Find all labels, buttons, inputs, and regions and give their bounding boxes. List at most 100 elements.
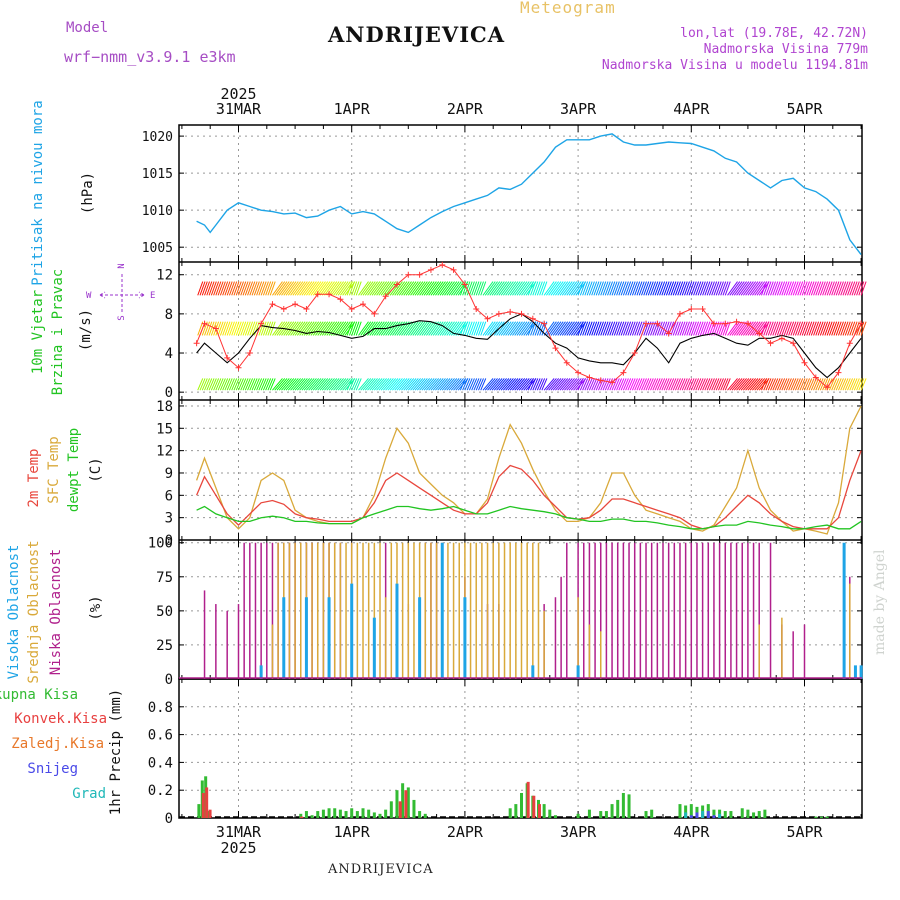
wind-gust-marker xyxy=(699,305,706,312)
wind-barb xyxy=(577,321,584,336)
wind-barb xyxy=(561,321,573,336)
wind-barb xyxy=(260,321,267,336)
date-label-bottom: 3APR xyxy=(560,823,597,841)
wind-barb xyxy=(693,281,700,296)
precip-bar xyxy=(746,809,750,818)
wind-barb xyxy=(788,281,795,296)
precip-legend-item: Zaledj.Kisa xyxy=(11,736,104,752)
wind-barb xyxy=(478,321,484,336)
wind-barb xyxy=(625,378,632,391)
wind-gust-marker xyxy=(835,369,842,376)
wind-barb xyxy=(837,378,844,391)
wind-barb xyxy=(509,281,521,296)
wind-barb xyxy=(665,281,672,296)
wind-barb xyxy=(684,378,690,391)
wind-barb xyxy=(428,281,440,296)
precip-bar xyxy=(684,805,688,818)
wind-gust-marker xyxy=(518,310,525,317)
wind-barb xyxy=(437,281,449,296)
wind-legend-e: E xyxy=(150,291,155,301)
wind-barb xyxy=(600,281,607,296)
wind-gust-marker xyxy=(360,301,367,308)
wind-barb xyxy=(337,321,349,336)
wind-barb xyxy=(312,378,324,391)
wind-barb xyxy=(815,281,822,296)
wind-barb xyxy=(416,321,428,336)
wind-barb xyxy=(541,378,548,391)
wind-barb xyxy=(749,321,761,336)
wind-barb xyxy=(826,281,833,296)
wind-barb xyxy=(290,281,301,296)
wind-barb xyxy=(491,378,503,391)
wind-barb xyxy=(464,281,471,296)
wind-barb xyxy=(204,378,211,391)
wind-barb xyxy=(636,281,643,296)
wind-barb xyxy=(686,281,693,296)
wind-gust-marker xyxy=(620,369,627,376)
wind-barb xyxy=(674,378,681,391)
wind-barb xyxy=(704,281,711,296)
wind-barb xyxy=(804,378,810,391)
wind-barb xyxy=(423,321,435,336)
wind-barb xyxy=(416,378,428,391)
wind-barb xyxy=(527,321,534,336)
precip-title: 1hr Precip (mm) xyxy=(108,689,124,815)
wind-barb xyxy=(509,378,521,391)
wind-barb xyxy=(405,281,417,296)
wind-barb xyxy=(392,378,403,391)
wind-barb xyxy=(790,281,797,296)
precip-bar xyxy=(514,804,518,818)
wind-barb xyxy=(473,321,480,336)
wind-barb xyxy=(808,281,815,296)
wind-barb xyxy=(611,281,618,296)
wind-barb xyxy=(224,281,231,296)
wind-barb xyxy=(468,378,475,391)
wind-barb xyxy=(240,378,247,391)
wind-barb xyxy=(706,378,713,391)
wind-barb xyxy=(611,321,618,336)
wind-barb xyxy=(724,378,731,391)
wind-barb xyxy=(674,321,681,336)
wind-gust-marker xyxy=(665,330,672,337)
precip-bar xyxy=(689,815,693,818)
wind-barb xyxy=(659,378,666,391)
wind-barb xyxy=(473,378,480,391)
wind-barb xyxy=(752,378,763,391)
wind-barb xyxy=(776,378,783,391)
wind-barb xyxy=(828,378,835,391)
precip-bar xyxy=(208,809,212,818)
date-label-top: 3APR xyxy=(560,100,597,118)
date-label-bottom: 5APR xyxy=(786,823,823,841)
wind-barb xyxy=(842,321,849,336)
wind-barb xyxy=(761,281,767,296)
wind-barb xyxy=(688,378,695,391)
wind-barb xyxy=(702,281,709,296)
wind-barb xyxy=(500,378,512,391)
y-tick-label: 25 xyxy=(156,638,173,654)
wind-barb xyxy=(774,378,781,391)
wind-barb xyxy=(487,378,498,391)
wind-barb xyxy=(310,281,322,296)
wind-gust-marker xyxy=(193,340,200,347)
wind-barb xyxy=(358,321,369,336)
wind-barb xyxy=(652,281,659,296)
wind-barb xyxy=(602,281,609,296)
wind-gust-marker xyxy=(314,291,321,298)
wind-barb xyxy=(765,281,772,296)
wind-gust-marker xyxy=(643,320,650,327)
wind-barb xyxy=(831,321,838,336)
wind-barb xyxy=(564,378,575,391)
wind-barb xyxy=(498,378,510,391)
wind-barb xyxy=(559,281,571,296)
wind-barb xyxy=(493,378,505,391)
wind-barb xyxy=(453,378,464,391)
precip-bar xyxy=(644,811,648,818)
wind-barb xyxy=(654,281,661,296)
wind-barb xyxy=(233,321,240,336)
wind-barb xyxy=(670,321,677,336)
wind-barb xyxy=(611,378,618,391)
wind-barb xyxy=(555,378,566,391)
wind-barb xyxy=(337,378,349,391)
wind-barb xyxy=(616,281,623,296)
